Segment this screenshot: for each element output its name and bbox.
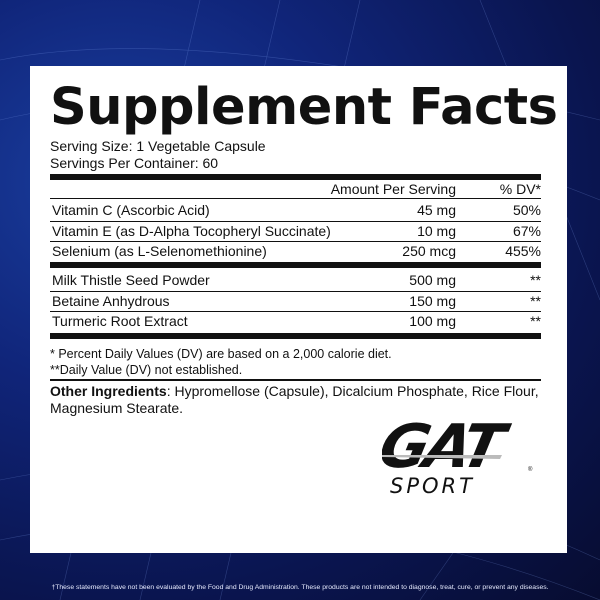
servings-per-container: Servings Per Container: 60	[50, 155, 219, 171]
svg-text:®: ®	[528, 466, 533, 473]
panel-title: Supplement Facts	[50, 78, 558, 137]
fda-disclaimer: †These statements have not been evaluate…	[51, 584, 549, 591]
nutrient-name: Turmeric Root Extract	[52, 313, 188, 329]
nutrient-row: Betaine Anhydrous 150 mg **	[50, 291, 541, 311]
footnote-dv: * Percent Daily Values (DV) are based on…	[50, 347, 392, 361]
nutrient-name: Vitamin E (as D-Alpha Tocopheryl Succina…	[52, 222, 331, 239]
nutrient-dv: 67%	[512, 222, 541, 239]
thick-divider	[50, 174, 541, 180]
serving-size: Serving Size: 1 Vegetable Capsule	[50, 138, 266, 154]
footnote-not-established: **Daily Value (DV) not established.	[50, 363, 243, 377]
nutrient-amount: 250 mcg	[402, 243, 456, 259]
amount-header: Amount Per Serving	[330, 181, 456, 197]
thick-divider	[50, 333, 541, 339]
nutrient-name: Milk Thistle Seed Powder	[52, 272, 210, 288]
nutrient-row: Milk Thistle Seed Powder 500 mg **	[50, 270, 541, 290]
thick-divider	[50, 262, 541, 268]
other-ingredients-label: Other Ingredients	[50, 383, 167, 399]
nutrient-name: Betaine Anhydrous	[52, 292, 170, 309]
nutrient-amount: 45 mg	[417, 202, 456, 218]
divider	[50, 241, 541, 242]
supplement-facts-panel: Supplement Facts Serving Size: 1 Vegetab…	[30, 66, 567, 553]
nutrient-amount: 500 mg	[409, 272, 456, 288]
nutrient-name: Selenium (as L-Selenomethionine)	[52, 243, 267, 259]
divider	[50, 311, 541, 312]
nutrient-row: Vitamin E (as D-Alpha Tocopheryl Succina…	[50, 221, 541, 241]
nutrient-row: Vitamin C (Ascorbic Acid) 45 mg 50%	[50, 200, 541, 220]
dv-header: % DV*	[499, 181, 541, 197]
gat-sport-logo: GAT SPORT ®	[373, 411, 542, 501]
divider	[50, 290, 541, 292]
divider	[50, 198, 541, 199]
divider	[50, 220, 541, 222]
nutrient-dv: **	[530, 272, 541, 288]
nutrient-dv: 50%	[512, 202, 541, 218]
divider	[50, 379, 541, 381]
nutrient-amount: 10 mg	[417, 222, 456, 239]
nutrient-amount: 100 mg	[409, 313, 456, 329]
nutrient-row: Turmeric Root Extract 100 mg **	[50, 311, 541, 331]
other-ingredients-text: : Hypromellose (Capsule), Dicalcium Phos…	[50, 383, 539, 416]
nutrient-dv: **	[530, 292, 541, 309]
svg-text:SPORT: SPORT	[390, 474, 475, 496]
nutrient-dv: **	[530, 313, 541, 329]
svg-text:GAT: GAT	[382, 413, 515, 482]
table-header: Amount Per Serving % DV*	[50, 179, 541, 199]
nutrient-dv: 455%	[505, 243, 541, 259]
other-ingredients: Other Ingredients: Hypromellose (Capsule…	[50, 383, 545, 417]
nutrient-row: Selenium (as L-Selenomethionine) 250 mcg…	[50, 241, 541, 261]
nutrient-amount: 150 mg	[409, 292, 456, 309]
nutrient-name: Vitamin C (Ascorbic Acid)	[52, 202, 210, 218]
